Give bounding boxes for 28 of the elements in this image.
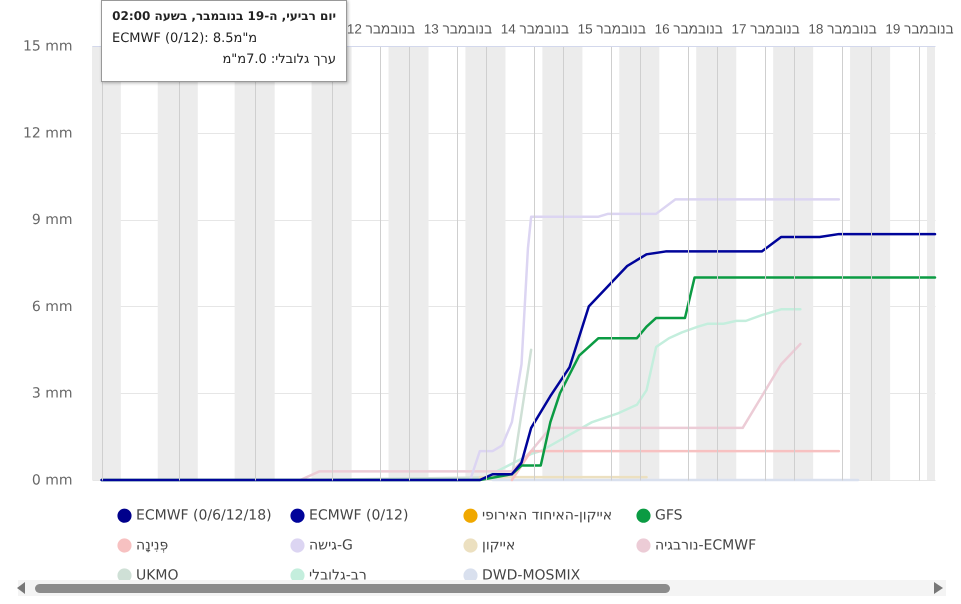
legend-label: GFS [655,508,683,524]
legend-label: רב-גלובלי [309,568,367,584]
x-tick-label: 18 בנובמבר [808,22,877,36]
legend-label: UKMO [136,568,179,584]
y-tick-label: 3 mm [32,386,72,402]
x-tick-label: 15 בנובמבר [578,22,646,36]
legend-label: אייקון [482,538,516,554]
x-tick-label: 16 בנובמבר [654,22,723,36]
y-tick-label: 0 mm [32,472,72,488]
x-tick-label: 17 בנובמבר [731,22,800,36]
y-tick-label: 9 mm [32,212,72,228]
legend-label: DWD-MOSMIX [482,568,581,584]
x-tick-label: 12 בנובמבר [346,22,416,36]
legend-label: ECMWF (0/6/12/18) [136,508,272,524]
y-tick-label: 15 mm [22,38,72,54]
legend-label: פְּנִינָה [136,538,168,554]
x-tick-label: 14 בנובמבר [500,22,569,36]
legend-label: נורבגיה-ECMWF [655,538,756,554]
y-tick-label: 6 mm [32,298,72,315]
x-tick-label: 19 בנובמבר [885,22,954,36]
legend-label: גישה-G [309,538,353,554]
legend-label: ECMWF (0/12) [309,508,408,524]
text: ECMWF (0/12): 8.5מ"מ [112,31,258,46]
annotation: ערך גלובלי: 7.0מ"מ [221,52,336,67]
y-tick-label: 12 mm [22,125,72,142]
x-tick-label: 13 בנובמבר [424,22,492,36]
text: יום רביעי, ה-19 בנובמבר, בשעה 02:00 [112,9,336,23]
legend-label: אייקון-האיחוד האירופי [482,508,612,524]
